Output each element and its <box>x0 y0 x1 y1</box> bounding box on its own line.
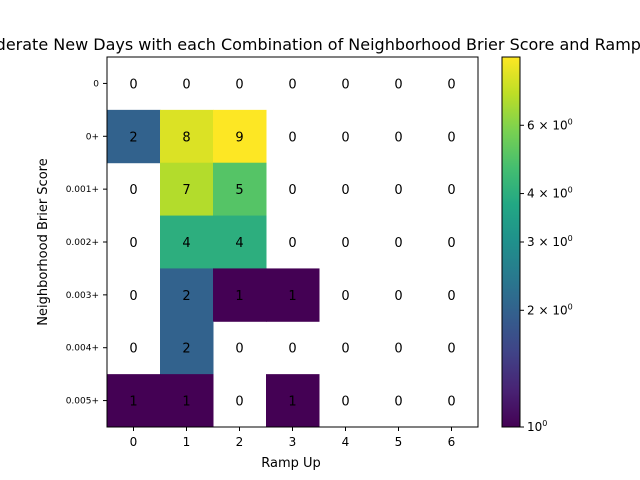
y-tick-label: 0.002+ <box>66 238 99 248</box>
cell-value-label: 0 <box>447 130 455 145</box>
colorbar-tick-label: 2 × 100 <box>527 302 573 317</box>
cell-value-label: 1 <box>235 289 243 304</box>
cell-value-label: 0 <box>447 289 455 304</box>
cell-value-label: 0 <box>341 289 349 304</box>
cell-value-label: 0 <box>129 342 137 357</box>
heatmap-cell <box>160 109 214 164</box>
cell-value-label: 0 <box>341 130 349 145</box>
cell-value-label: 2 <box>182 342 190 357</box>
cell-value-label: 7 <box>182 183 190 198</box>
cell-value-label: 0 <box>394 342 402 357</box>
cell-value-label: 0 <box>447 395 455 410</box>
cell-value-label: 0 <box>341 342 349 357</box>
cell-value-label: 0 <box>288 236 296 251</box>
heatmap-cell <box>107 109 161 164</box>
colorbar-tick-label: 3 × 100 <box>527 234 573 249</box>
cell-value-label: 0 <box>394 183 402 198</box>
x-tick-label: 6 <box>448 435 456 449</box>
x-tick-label: 4 <box>342 435 350 449</box>
colorbar-tick-label: 4 × 100 <box>527 186 573 201</box>
cell-value-label: 8 <box>182 130 190 145</box>
heatmap-cell <box>266 268 320 322</box>
y-tick-label: 0.005+ <box>66 397 99 407</box>
cell-value-label: 0 <box>447 236 455 251</box>
cell-value-label: 1 <box>288 289 296 304</box>
x-tick-label: 1 <box>183 435 191 449</box>
y-tick-label: 0 <box>93 79 99 89</box>
x-tick-label: 2 <box>236 435 244 449</box>
heatmap-cell <box>213 215 267 269</box>
cell-value-label: 0 <box>447 183 455 198</box>
heatmap-cells <box>107 109 320 428</box>
cell-value-label: 0 <box>129 289 137 304</box>
cell-value-label: 0 <box>288 183 296 198</box>
y-axis-ticks: 0 0+ 0.001+ 0.002+ 0.003+ 0.004+ 0.005+ <box>66 79 107 407</box>
cell-value-label: 0 <box>394 77 402 92</box>
heatmap-cell <box>213 109 267 164</box>
cell-labels: 0 0 0 0 0 0 0 2 8 9 0 0 0 0 0 7 5 0 0 0 0 0 4 4 0 0 0 0 0 2 1 1 0 0 0 0 2 0 0 0… <box>129 77 455 409</box>
cell-value-label: 0 <box>341 236 349 251</box>
cell-value-label: 0 <box>235 77 243 92</box>
cell-value-label: 0 <box>288 342 296 357</box>
cell-value-label: 0 <box>235 395 243 410</box>
cell-value-label: 0 <box>394 130 402 145</box>
cell-value-label: 4 <box>182 236 190 251</box>
heatmap-cell <box>160 162 214 217</box>
cell-value-label: 1 <box>129 395 137 410</box>
y-tick-label: 0.001+ <box>66 185 99 195</box>
x-axis-label: Ramp Up <box>261 456 321 471</box>
heatmap-cell <box>160 321 214 375</box>
colorbar-tick-label: 100 <box>527 419 547 434</box>
x-axis-ticks: 0 1 2 3 4 5 6 <box>130 427 456 449</box>
cell-value-label: 0 <box>341 395 349 410</box>
cell-value-label: 2 <box>129 130 137 145</box>
cell-value-label: 0 <box>288 77 296 92</box>
x-tick-label: 5 <box>395 435 403 449</box>
cell-value-label: 0 <box>182 77 190 92</box>
cell-value-label: 2 <box>182 289 190 304</box>
cell-value-label: 0 <box>394 236 402 251</box>
cell-value-label: 0 <box>394 289 402 304</box>
heatmap-cell <box>107 374 161 428</box>
cell-value-label: 1 <box>182 395 190 410</box>
heatmap-cell <box>160 374 214 428</box>
cell-value-label: 9 <box>235 130 243 145</box>
cell-value-label: 1 <box>288 395 296 410</box>
chart-title: Moderate New Days with each Combination … <box>0 35 640 54</box>
colorbar <box>501 56 521 428</box>
cell-value-label: 0 <box>129 183 137 198</box>
x-tick-label: 0 <box>130 435 138 449</box>
cell-value-label: 5 <box>235 183 243 198</box>
cell-value-label: 0 <box>341 183 349 198</box>
x-tick-label: 3 <box>289 435 297 449</box>
cell-value-label: 0 <box>288 130 296 145</box>
y-tick-label: 0+ <box>86 132 99 142</box>
heatmap-cell <box>160 268 214 322</box>
y-axis-label: Neighborhood Brier Score <box>36 158 51 325</box>
cell-value-label: 0 <box>129 77 137 92</box>
cell-value-label: 4 <box>235 236 243 251</box>
heatmap-cell <box>160 215 214 269</box>
colorbar-tick-label: 6 × 100 <box>527 117 573 132</box>
cell-value-label: 0 <box>235 342 243 357</box>
cell-value-label: 0 <box>447 342 455 357</box>
y-tick-label: 0.004+ <box>66 344 99 354</box>
heatmap-cell <box>266 374 320 428</box>
colorbar-ticks: 100 2 × 100 3 × 100 4 × 100 6 × 100 <box>520 117 573 434</box>
heatmap-cell <box>213 162 267 217</box>
cell-value-label: 0 <box>394 395 402 410</box>
cell-value-label: 0 <box>447 77 455 92</box>
heatmap-cell <box>213 268 267 322</box>
cell-value-label: 0 <box>129 236 137 251</box>
cell-value-label: 0 <box>341 77 349 92</box>
y-tick-label: 0.003+ <box>66 291 99 301</box>
